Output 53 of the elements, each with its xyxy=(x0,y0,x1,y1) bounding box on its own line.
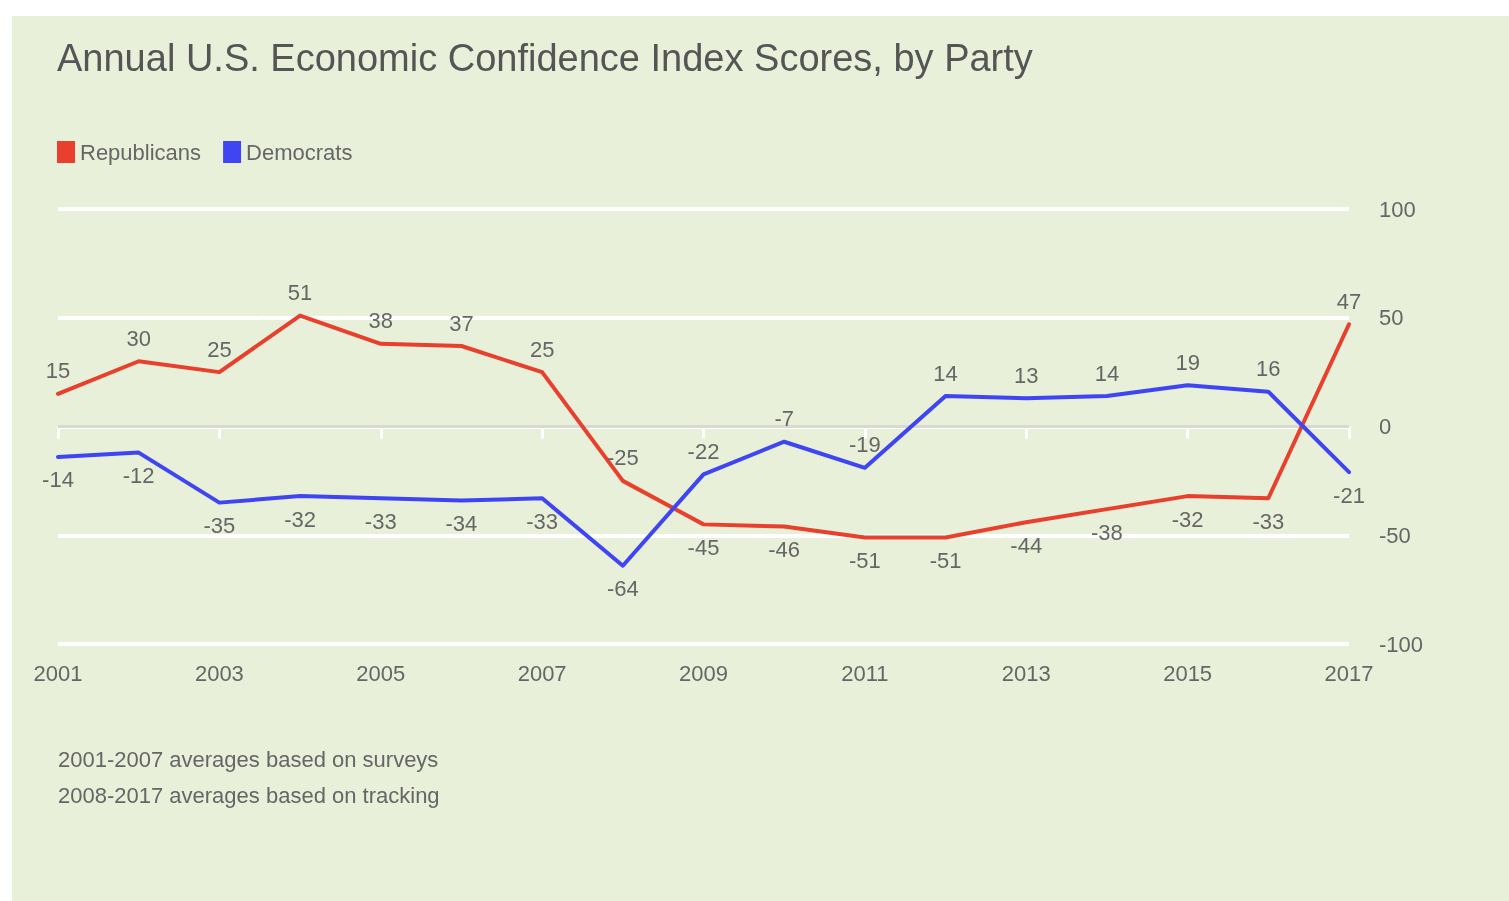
data-label: -14 xyxy=(42,467,74,493)
data-label: -51 xyxy=(848,547,881,573)
data-label: -64 xyxy=(606,576,639,602)
x-tick-label: 2005 xyxy=(356,660,406,686)
data-label: 19 xyxy=(1175,349,1200,375)
legend-label: Democrats xyxy=(246,139,353,165)
data-label: 14 xyxy=(1094,360,1120,386)
y-tick-label: 50 xyxy=(1379,305,1404,331)
text: 2008-2017 averages based on tracking xyxy=(58,782,440,810)
y-tick-label: 100 xyxy=(1379,196,1416,222)
data-label: -7 xyxy=(774,406,794,432)
data-label: -35 xyxy=(203,513,236,539)
data-label: -45 xyxy=(687,534,720,560)
data-label: 15 xyxy=(45,358,71,384)
data-label: -34 xyxy=(445,510,478,536)
data-label: -51 xyxy=(929,547,962,573)
data-label: 37 xyxy=(449,310,474,336)
x-tick-label: 2015 xyxy=(1163,660,1213,686)
y-tick-label: -50 xyxy=(1379,522,1411,548)
data-label: 13 xyxy=(1014,362,1039,388)
x-tick-label: 2007 xyxy=(517,660,567,686)
data-label: -25 xyxy=(606,445,639,471)
data-label: -21 xyxy=(1333,482,1365,508)
data-label: -12 xyxy=(122,463,155,489)
y-tick-label: 0 xyxy=(1379,414,1392,439)
data-label: 47 xyxy=(1336,288,1362,314)
x-tick-label: 2001 xyxy=(33,660,83,686)
data-label: -22 xyxy=(687,438,720,464)
x-tick-label: 2009 xyxy=(679,660,728,686)
data-label: -19 xyxy=(848,432,881,458)
data-label: 25 xyxy=(207,336,232,362)
data-label: 51 xyxy=(287,280,313,306)
data-label: 16 xyxy=(1256,356,1281,382)
x-tick-label: 2003 xyxy=(194,660,244,686)
data-label: -33 xyxy=(526,508,559,534)
data-label: -33 xyxy=(1252,508,1285,534)
data-label: 25 xyxy=(529,336,555,362)
data-label: -33 xyxy=(364,508,397,534)
data-label: 30 xyxy=(126,325,151,351)
text: 2001-2007 averages based on surveys xyxy=(58,746,440,774)
data-label: -38 xyxy=(1091,519,1123,545)
data-label: 38 xyxy=(368,308,393,334)
x-tick-label: 2011 xyxy=(841,660,889,686)
x-tick-label: 2017 xyxy=(1324,660,1374,686)
data-label: -44 xyxy=(1010,532,1043,558)
data-label: 14 xyxy=(933,360,958,386)
data-label: -46 xyxy=(768,537,801,563)
chart-title: Annual U.S. Economic Confidence Index Scores, by Party xyxy=(57,37,1033,79)
data-label: -32 xyxy=(1171,506,1204,532)
data-label: -32 xyxy=(284,506,316,532)
x-tick-label: 2013 xyxy=(1001,660,1051,686)
y-tick-label: -100 xyxy=(1379,631,1424,657)
legend-label: Republicans xyxy=(80,139,202,165)
